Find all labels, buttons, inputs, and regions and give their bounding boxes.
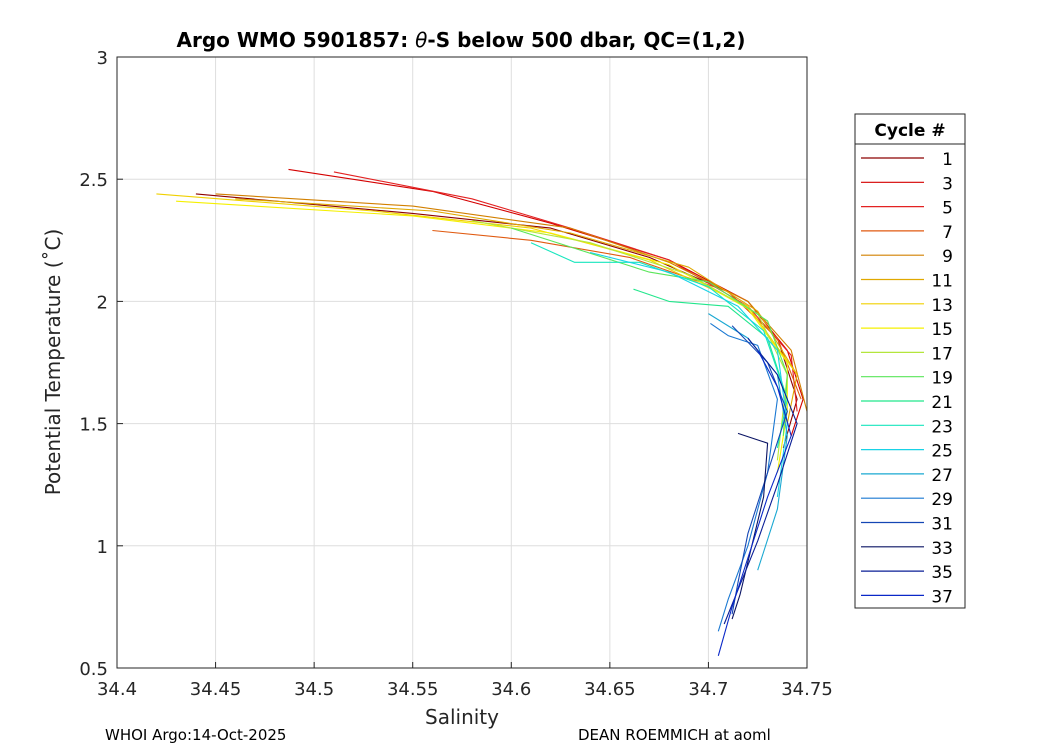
x-tick-label: 34.65 bbox=[584, 679, 636, 700]
series-line bbox=[176, 200, 788, 473]
legend-label: 35 bbox=[931, 563, 953, 583]
legend-label: 29 bbox=[931, 490, 953, 510]
title-suffix: -S below 500 dbar, QC=(1,2) bbox=[427, 28, 745, 52]
series-line bbox=[195, 193, 798, 449]
legend-label: 7 bbox=[942, 223, 953, 243]
x-axis-label: Salinity bbox=[425, 705, 499, 729]
footer-operator: DEAN ROEMMICH at aoml bbox=[578, 726, 771, 744]
legend-title: Cycle # bbox=[874, 121, 945, 141]
legend-box bbox=[854, 113, 966, 609]
series-line bbox=[708, 313, 788, 571]
y-tick-labels: 0.5 1 1.5 2 2.5 3 bbox=[79, 48, 123, 680]
y-tick-label: 0.5 bbox=[79, 659, 108, 680]
grid-lines bbox=[116, 56, 808, 669]
legend-label: 21 bbox=[931, 393, 953, 413]
x-tick-label: 34.45 bbox=[190, 679, 242, 700]
legend-label: 25 bbox=[931, 442, 953, 462]
series-line bbox=[731, 325, 788, 615]
legend-label: 1 bbox=[942, 150, 953, 170]
legend-label: 31 bbox=[931, 515, 953, 535]
legend: Cycle # 13579111315171921232527293133353… bbox=[854, 113, 966, 609]
x-tick-labels: 34.4 34.45 34.5 34.55 34.6 34.65 34.7 34.75 bbox=[97, 662, 833, 700]
series-line bbox=[235, 198, 798, 424]
series-line bbox=[589, 251, 788, 497]
x-tick-label: 34.4 bbox=[97, 679, 137, 700]
legend-label: 27 bbox=[931, 466, 953, 486]
legend-label: 37 bbox=[931, 587, 953, 607]
footer-source: WHOI Argo:14-Oct-2025 bbox=[105, 726, 287, 744]
title-theta: θ bbox=[415, 28, 427, 52]
legend-label: 33 bbox=[931, 539, 953, 559]
legend-label: 23 bbox=[931, 417, 953, 437]
plot-area-frame bbox=[116, 56, 808, 669]
series-line bbox=[511, 227, 788, 436]
series-line bbox=[633, 288, 788, 400]
legend-label: 11 bbox=[931, 272, 953, 292]
title-prefix: Argo WMO 5901857: bbox=[177, 28, 416, 52]
legend-label: 9 bbox=[942, 247, 953, 267]
chart-title: Argo WMO 5901857: θ-S below 500 dbar, QC… bbox=[177, 28, 746, 52]
series-line bbox=[333, 171, 798, 412]
y-tick-label: 1 bbox=[97, 537, 108, 558]
legend-label: 15 bbox=[931, 320, 953, 340]
legend-label: 13 bbox=[931, 296, 953, 316]
legend-label: 19 bbox=[931, 369, 953, 389]
y-tick-label: 2.5 bbox=[79, 170, 108, 191]
series-line bbox=[471, 220, 788, 461]
y-tick-label: 1.5 bbox=[79, 415, 108, 436]
y-tick-label: 2 bbox=[97, 292, 108, 313]
series-line bbox=[215, 193, 808, 412]
series-line bbox=[710, 322, 778, 632]
y-axis-label: Potential Temperature (˚C) bbox=[41, 229, 65, 496]
series-line bbox=[288, 168, 804, 436]
legend-label: 5 bbox=[942, 199, 953, 219]
legend-label: 3 bbox=[942, 174, 953, 194]
x-tick-label: 34.5 bbox=[294, 679, 334, 700]
series-line bbox=[731, 432, 769, 620]
x-tick-label: 34.6 bbox=[491, 679, 531, 700]
x-tick-label: 34.75 bbox=[781, 679, 833, 700]
series-lines bbox=[156, 168, 808, 656]
series-line bbox=[717, 350, 792, 656]
legend-label: 17 bbox=[931, 344, 953, 364]
y-tick-label: 3 bbox=[97, 48, 108, 69]
x-tick-label: 34.55 bbox=[387, 679, 439, 700]
x-tick-label: 34.7 bbox=[688, 679, 728, 700]
